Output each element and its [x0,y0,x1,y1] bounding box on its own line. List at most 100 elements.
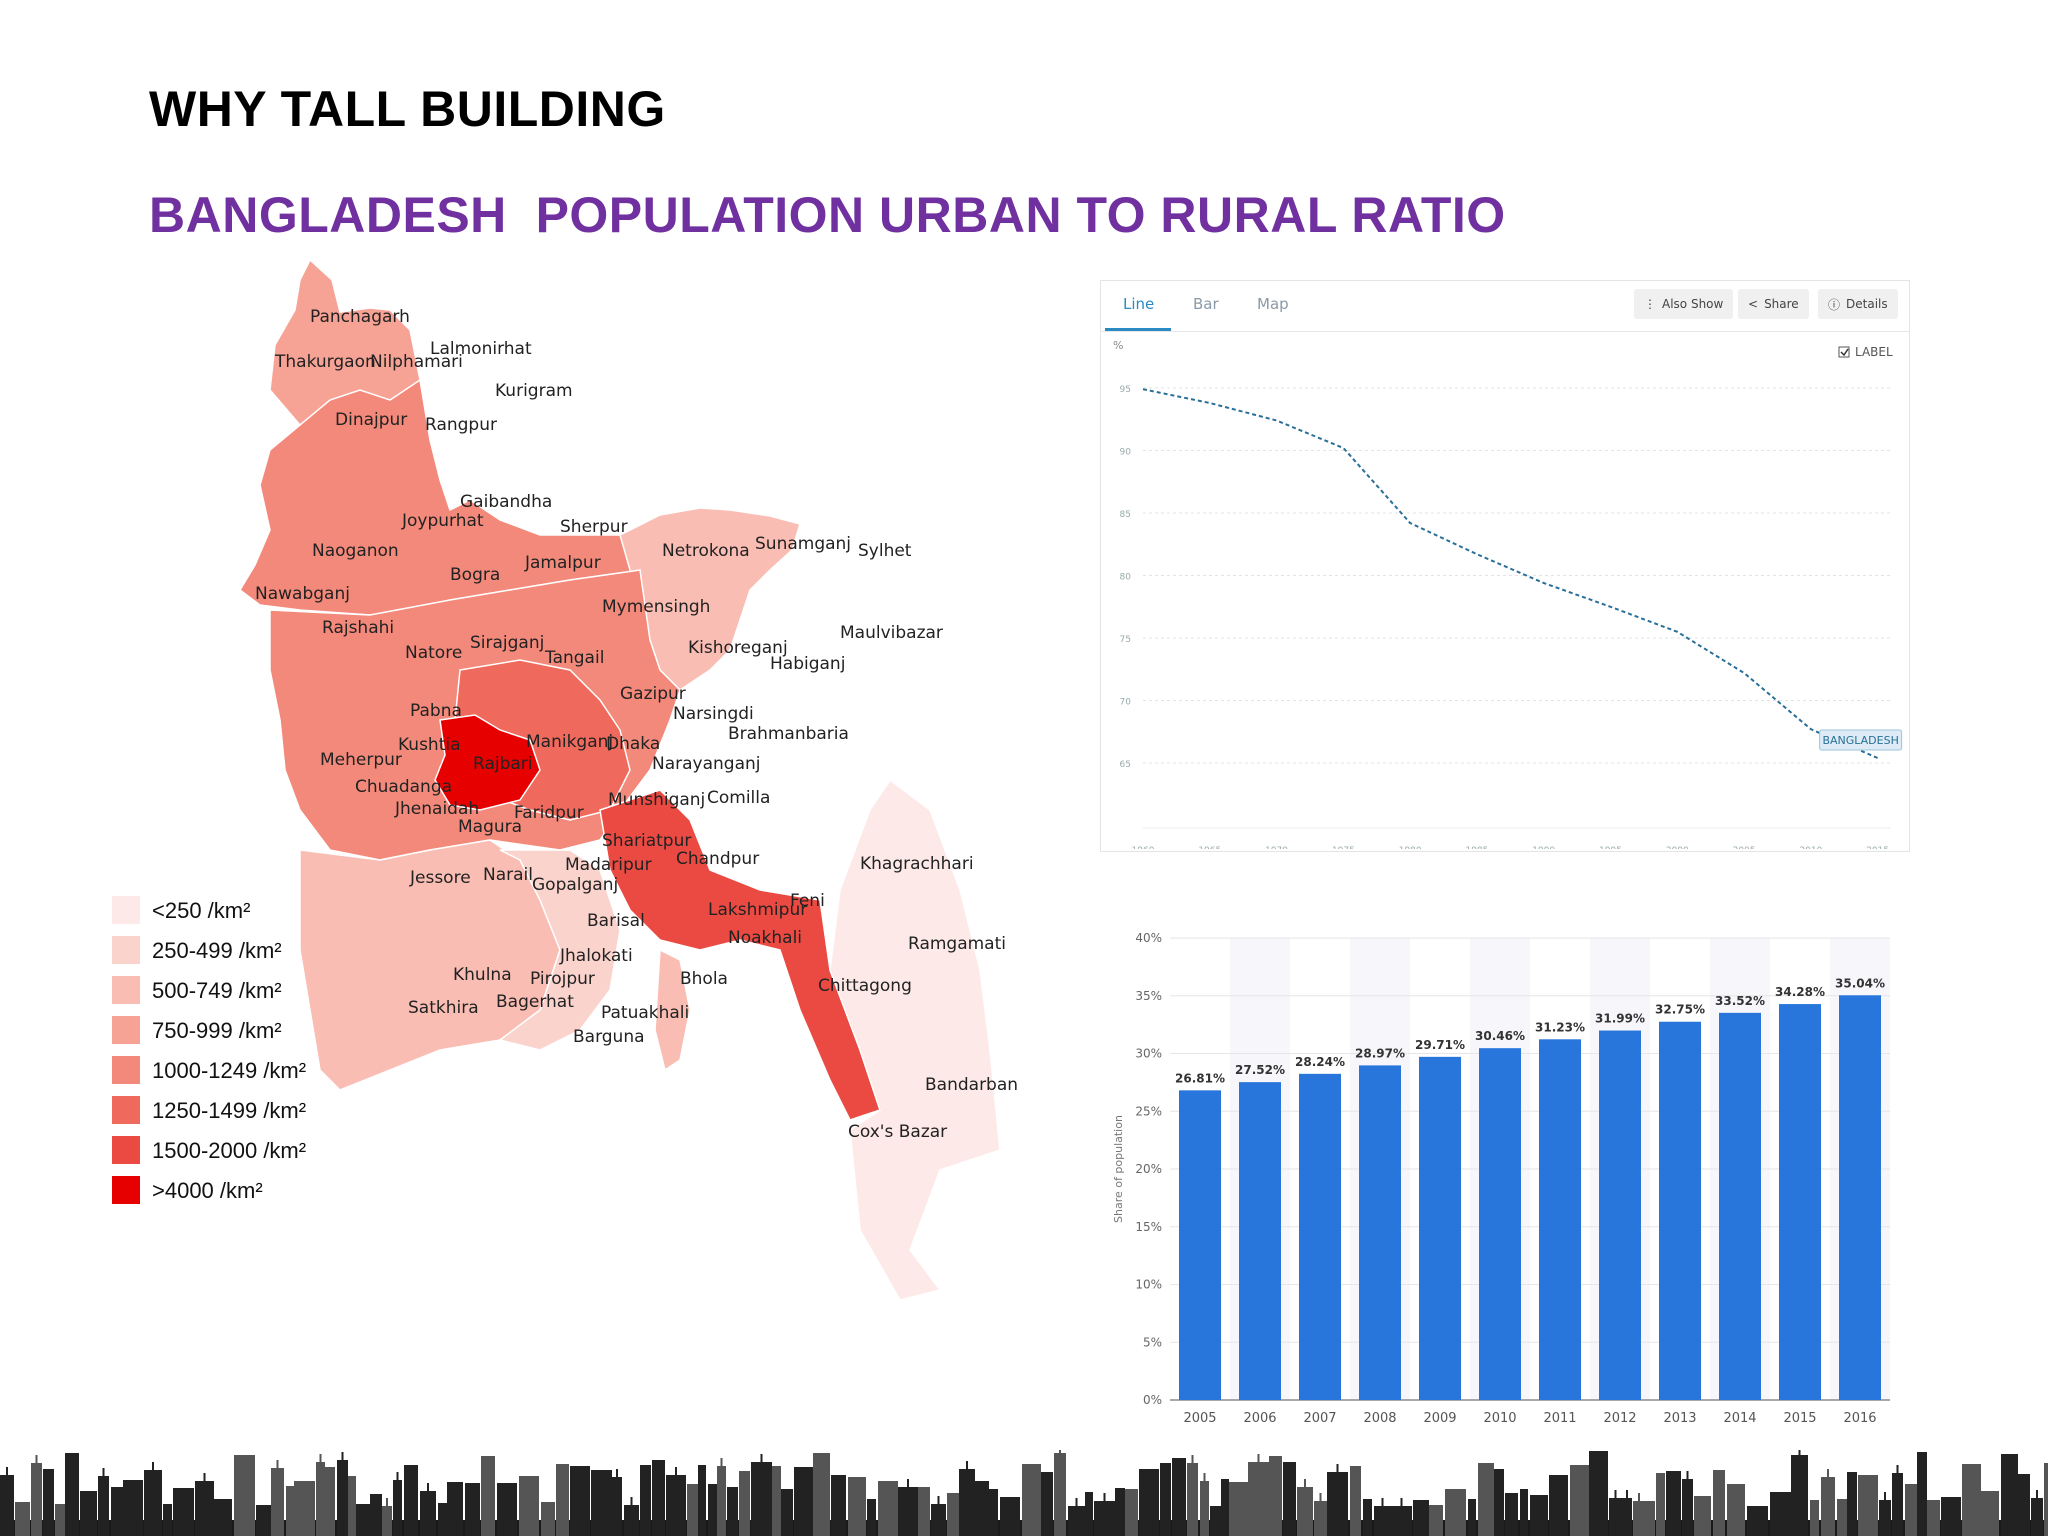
skyline-building [556,1464,569,1536]
skyline-building [1927,1500,1940,1536]
slide-heading: WHY TALL BUILDING [149,81,666,137]
skyline-building [1879,1500,1891,1536]
skyline-building [1727,1484,1745,1536]
bar-chart: 0% 5% 10% 15% 20% 25% 30% 35% 40% Share of popul… [1112,931,1890,1426]
district-label-nawabganj: Nawabganj [255,584,350,604]
legend-swatch [112,1136,140,1164]
skyline-building [989,1489,998,1536]
skyline-antenna [427,1483,429,1491]
legend-swatch [112,896,140,924]
skyline-building [1905,1484,1917,1536]
line-y-tick-label: 80 [1120,573,1132,583]
bar-value-label: 31.23% [1535,1020,1585,1034]
skyline-building [356,1504,370,1536]
district-label-mymensingh: Mymensingh [602,597,710,617]
skyline-antenna [1798,1450,1801,1455]
skyline-antenna [1626,1490,1628,1498]
skyline-building [1297,1487,1313,1536]
skyline-building [1041,1472,1053,1536]
district-label-bhola: Bhola [680,969,728,989]
skyline-building [541,1502,555,1536]
tab-bar[interactable]: Bar [1193,295,1219,313]
district-label-sherpur: Sherpur [560,517,628,537]
skyline-building [591,1470,612,1536]
skyline-building [1837,1499,1847,1536]
bar-y-tick-label: 5% [1143,1335,1162,1349]
bar-value-label: 27.52% [1235,1063,1285,1077]
skyline-building [1682,1479,1693,1536]
bar-value-label: 31.99% [1595,1012,1645,1026]
bar-value-label: 34.28% [1775,985,1825,999]
skyline-building [404,1465,418,1536]
skyline-building [294,1481,315,1536]
district-label-shariatpur: Shariatpur [602,831,691,851]
legend-swatch [112,1016,140,1044]
legend-label: <250 /km² [152,898,251,923]
skyline-building [1941,1497,1961,1536]
skyline-antenna [1059,1450,1061,1453]
map-region-bhola [654,948,691,1072]
legend-swatch [112,976,140,1004]
district-label-bagerhat: Bagerhat [496,992,574,1012]
skyline-building [123,1480,143,1536]
skyline-building [751,1462,772,1536]
line-x-tick-label: 2015 [1866,846,1889,849]
district-label-jessore: Jessore [409,868,471,888]
details-button[interactable]: ⓘ Details [1818,289,1898,319]
label-toggle[interactable]: LABEL [1838,345,1893,359]
skyline-building [0,1475,14,1536]
district-label-habiganj: Habiganj [770,654,845,674]
district-label-jhalokati: Jhalokati [559,946,633,966]
legend-label: 1000-1249 /km² [152,1058,307,1083]
skyline-building [1622,1498,1632,1536]
skyline-antenna [396,1472,399,1480]
skyline-building [382,1506,392,1536]
skyline-building [55,1504,65,1536]
skyline-building [256,1505,271,1536]
skyline-building [1022,1464,1041,1536]
skyline-antenna [203,1473,206,1481]
skyline-antenna [6,1467,8,1475]
bar-2007 [1299,1073,1341,1400]
line-y-tick-label: 85 [1120,510,1131,520]
skyline-antenna [1381,1498,1384,1506]
skyline-building [1468,1499,1476,1536]
district-label-tangail: Tangail [544,648,604,668]
skyline-building [813,1453,830,1536]
line-x-ticks: 1960 1965 1970 1975 1980 1985 1990 1995 2000 2005… [1132,846,1890,849]
skyline-building [337,1460,348,1536]
legend-swatch [112,1176,140,1204]
skyline-building [1374,1506,1391,1536]
bar-2013 [1659,1021,1701,1400]
tab-map[interactable]: Map [1257,295,1289,313]
also-show-button[interactable]: ⋮ Also Show [1634,289,1734,319]
details-label: Details [1846,297,1888,311]
line-chart-panel: Line Bar Map ⋮ Also Show < Share ⓘ Detai… [1100,280,1910,852]
skyline-building [2018,1474,2030,1536]
skyline-building [947,1493,959,1536]
bar-x-tick-label: 2011 [1543,1411,1576,1426]
skyline-building [325,1467,335,1536]
skyline-antenna [966,1461,968,1469]
line-x-tick-label: 1965 [1198,846,1221,849]
district-label-sirajganj: Sirajganj [470,633,544,653]
bar-value-label: 30.46% [1475,1029,1525,1043]
skyline-building [1917,1452,1927,1536]
chart-tabs: Line Bar Map ⋮ Also Show < Share ⓘ Detai… [1101,281,1909,332]
skyline-building [878,1481,898,1536]
district-label-narail: Narail [483,865,533,885]
skyline-building [1429,1505,1443,1536]
skyline-building [80,1491,97,1536]
share-button[interactable]: < Share [1738,289,1809,319]
legend-label: 1500-2000 /km² [152,1138,307,1163]
skyline-building [144,1470,162,1536]
district-label-satkhira: Satkhira [408,998,479,1018]
skyline-building [898,1487,918,1536]
bar-y-tick-label: 30% [1135,1047,1162,1061]
line-x-tick-label: 2005 [1733,846,1756,849]
series-label-text: BANGLADESH [1822,734,1898,747]
skyline-building [1810,1500,1819,1536]
skyline-building [1549,1475,1568,1536]
tab-line[interactable]: Line [1123,295,1155,313]
district-label-narsingdi: Narsingdi [673,704,754,724]
